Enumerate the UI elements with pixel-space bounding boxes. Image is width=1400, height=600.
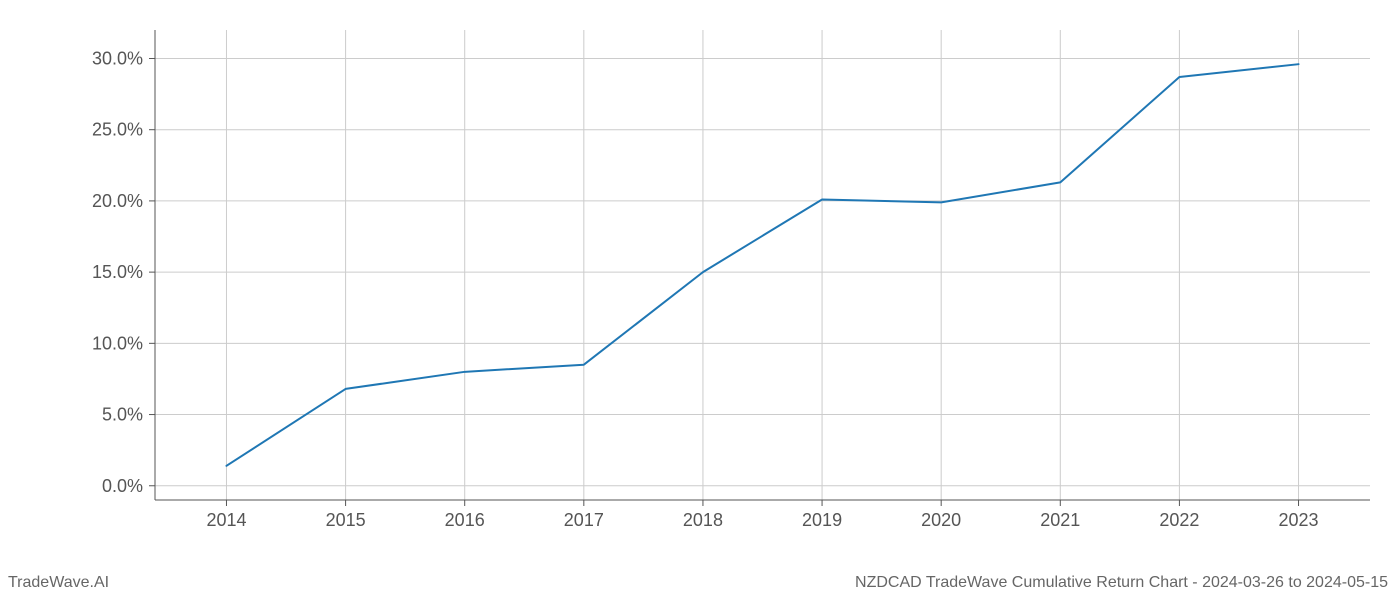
y-tick-label: 10.0% bbox=[92, 333, 143, 353]
x-tick-label: 2014 bbox=[206, 510, 246, 530]
x-tick-label: 2019 bbox=[802, 510, 842, 530]
x-tick-label: 2017 bbox=[564, 510, 604, 530]
chart-container: 2014 2015 2016 2017 2018 2019 2020 2021 2022 2023… bbox=[0, 0, 1400, 600]
y-tick-label: 15.0% bbox=[92, 262, 143, 282]
x-tick-label: 2020 bbox=[921, 510, 961, 530]
x-tick-label: 2015 bbox=[326, 510, 366, 530]
y-tick-label: 25.0% bbox=[92, 120, 143, 140]
y-tick-label: 30.0% bbox=[92, 48, 143, 68]
line-chart: 2014 2015 2016 2017 2018 2019 2020 2021 2022 2023… bbox=[0, 0, 1400, 570]
footer-left-label: TradeWave.AI bbox=[8, 574, 109, 592]
footer-right-label: NZDCAD TradeWave Cumulative Return Chart… bbox=[855, 574, 1388, 592]
y-tick-label: 20.0% bbox=[92, 191, 143, 211]
x-tick-label: 2021 bbox=[1040, 510, 1080, 530]
x-tick-label: 2022 bbox=[1159, 510, 1199, 530]
x-tick-label: 2023 bbox=[1279, 510, 1319, 530]
x-tick-label: 2016 bbox=[445, 510, 485, 530]
y-tick-label: 0.0% bbox=[102, 476, 143, 496]
y-tick-label: 5.0% bbox=[102, 405, 143, 425]
x-tick-label: 2018 bbox=[683, 510, 723, 530]
